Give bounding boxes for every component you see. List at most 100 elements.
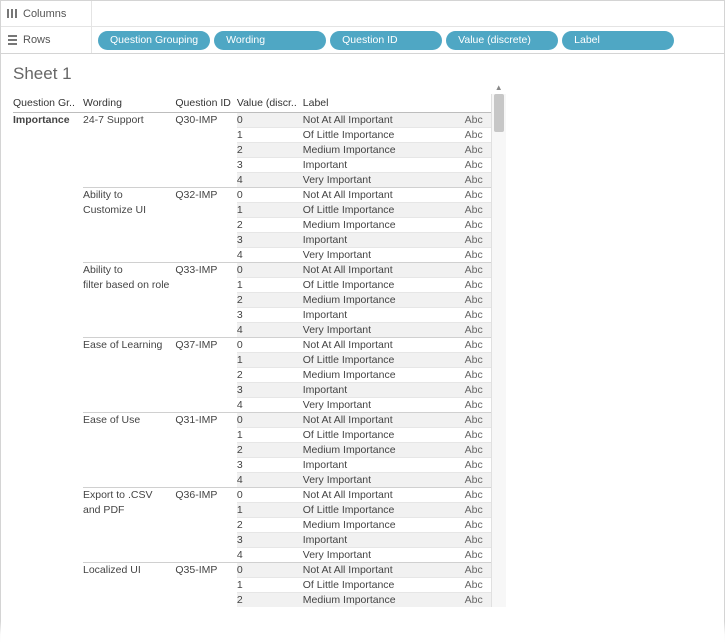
table-row[interactable]: 2Medium ImportanceAbc <box>13 143 491 158</box>
table-row[interactable]: 2Medium ImportanceAbc <box>13 218 491 233</box>
cell-abc: Abc <box>433 143 491 158</box>
table-row[interactable]: 2Medium ImportanceAbc <box>13 593 491 608</box>
cell-abc: Abc <box>433 533 491 548</box>
header-group[interactable]: Question Gr.. <box>13 94 83 113</box>
cell-group <box>13 353 83 368</box>
cell-qid <box>175 473 236 488</box>
cell-group <box>13 473 83 488</box>
cell-value: 4 <box>237 398 303 413</box>
table-row[interactable]: filter based on role1Of Little Importanc… <box>13 278 491 293</box>
cell-label: Medium Importance <box>303 368 433 383</box>
rows-pills[interactable]: Question GroupingWordingQuestion IDValue… <box>98 27 724 53</box>
table-row[interactable]: 3ImportantAbc <box>13 458 491 473</box>
table-row[interactable]: 3ImportantAbc <box>13 233 491 248</box>
cell-qid: Q32-IMP <box>175 188 236 203</box>
cell-wording <box>83 533 175 548</box>
table-row[interactable]: 4Very ImportantAbc <box>13 548 491 563</box>
table-row[interactable]: Customize UI1Of Little ImportanceAbc <box>13 203 491 218</box>
header-row: Question Gr.. Wording Question ID Value … <box>13 94 491 113</box>
table-row[interactable]: 4Very ImportantAbc <box>13 173 491 188</box>
table-row[interactable]: 1Of Little ImportanceAbc <box>13 428 491 443</box>
cell-wording <box>83 353 175 368</box>
cell-group <box>13 398 83 413</box>
cell-wording <box>83 143 175 158</box>
table-row[interactable]: and PDF1Of Little ImportanceAbc <box>13 503 491 518</box>
cell-value: 4 <box>237 548 303 563</box>
pill-wording[interactable]: Wording <box>214 31 326 50</box>
table-row[interactable]: Ability toQ33-IMP0Not At All ImportantAb… <box>13 263 491 278</box>
cell-value: 3 <box>237 158 303 173</box>
cell-value: 0 <box>237 113 303 128</box>
scroll-up-arrow[interactable]: ▲ <box>492 83 506 93</box>
cell-group <box>13 593 83 608</box>
cell-group <box>13 278 83 293</box>
pill-value-discrete-[interactable]: Value (discrete) <box>446 31 558 50</box>
cell-group: Importance <box>13 113 83 128</box>
cell-group <box>13 323 83 338</box>
cell-abc: Abc <box>433 548 491 563</box>
cell-qid <box>175 248 236 263</box>
table-row[interactable]: 3ImportantAbc <box>13 308 491 323</box>
table-row[interactable]: 1Of Little ImportanceAbc <box>13 578 491 593</box>
pill-label[interactable]: Label <box>562 31 674 50</box>
columns-shelf[interactable]: Columns <box>1 1 724 27</box>
cell-wording <box>83 383 175 398</box>
table-row[interactable]: Ease of UseQ31-IMP0Not At All ImportantA… <box>13 413 491 428</box>
cell-qid <box>175 218 236 233</box>
table-row[interactable]: 1Of Little ImportanceAbc <box>13 353 491 368</box>
table-row[interactable]: 2Medium ImportanceAbc <box>13 518 491 533</box>
cell-value: 0 <box>237 488 303 503</box>
scroll-thumb[interactable] <box>494 94 504 132</box>
table-row[interactable]: 3ImportantAbc <box>13 158 491 173</box>
pill-question-id[interactable]: Question ID <box>330 31 442 50</box>
cell-qid <box>175 353 236 368</box>
cell-group <box>13 458 83 473</box>
table-row[interactable]: 3ImportantAbc <box>13 383 491 398</box>
table-row[interactable]: 4Very ImportantAbc <box>13 473 491 488</box>
cell-abc: Abc <box>433 518 491 533</box>
header-label[interactable]: Label <box>303 94 433 113</box>
cell-wording: and PDF <box>83 503 175 518</box>
cell-group <box>13 143 83 158</box>
table-row[interactable]: 3ImportantAbc <box>13 533 491 548</box>
cell-group <box>13 413 83 428</box>
table-row[interactable]: Localized UIQ35-IMP0Not At All Important… <box>13 563 491 578</box>
rows-shelf[interactable]: Rows Question GroupingWordingQuestion ID… <box>1 27 724 53</box>
cell-group <box>13 173 83 188</box>
table-row[interactable]: 2Medium ImportanceAbc <box>13 443 491 458</box>
cell-label: Of Little Importance <box>303 278 433 293</box>
columns-icon <box>7 8 18 19</box>
cell-qid: Q31-IMP <box>175 413 236 428</box>
cell-value: 3 <box>237 533 303 548</box>
pill-question-grouping[interactable]: Question Grouping <box>98 31 210 50</box>
cell-group <box>13 218 83 233</box>
header-wording[interactable]: Wording <box>83 94 175 113</box>
columns-pills[interactable] <box>98 1 724 26</box>
cell-value: 1 <box>237 203 303 218</box>
cell-wording <box>83 593 175 608</box>
cell-qid: Q30-IMP <box>175 113 236 128</box>
cell-abc: Abc <box>433 473 491 488</box>
table-row[interactable]: Ability toQ32-IMP0Not At All ImportantAb… <box>13 188 491 203</box>
cell-label: Not At All Important <box>303 488 433 503</box>
table-row[interactable]: 4Very ImportantAbc <box>13 398 491 413</box>
cell-group <box>13 443 83 458</box>
table-row[interactable]: Ease of LearningQ37-IMP0Not At All Impor… <box>13 338 491 353</box>
table-row[interactable]: Importance24-7 SupportQ30-IMP0Not At All… <box>13 113 491 128</box>
cell-group <box>13 368 83 383</box>
table-row[interactable]: 4Very ImportantAbc <box>13 323 491 338</box>
table-row[interactable]: 2Medium ImportanceAbc <box>13 368 491 383</box>
vertical-scrollbar[interactable]: ▲ <box>491 94 506 607</box>
cell-qid: Q37-IMP <box>175 338 236 353</box>
header-value[interactable]: Value (discr.. <box>237 94 303 113</box>
cell-wording <box>83 458 175 473</box>
cell-wording: Localized UI <box>83 563 175 578</box>
header-qid[interactable]: Question ID <box>175 94 236 113</box>
table-row[interactable]: 2Medium ImportanceAbc <box>13 293 491 308</box>
cell-group <box>13 428 83 443</box>
table-row[interactable]: Export to .CSVQ36-IMP0Not At All Importa… <box>13 488 491 503</box>
cell-label: Not At All Important <box>303 563 433 578</box>
table-row[interactable]: 1Of Little ImportanceAbc <box>13 128 491 143</box>
cell-label: Very Important <box>303 173 433 188</box>
table-row[interactable]: 4Very ImportantAbc <box>13 248 491 263</box>
